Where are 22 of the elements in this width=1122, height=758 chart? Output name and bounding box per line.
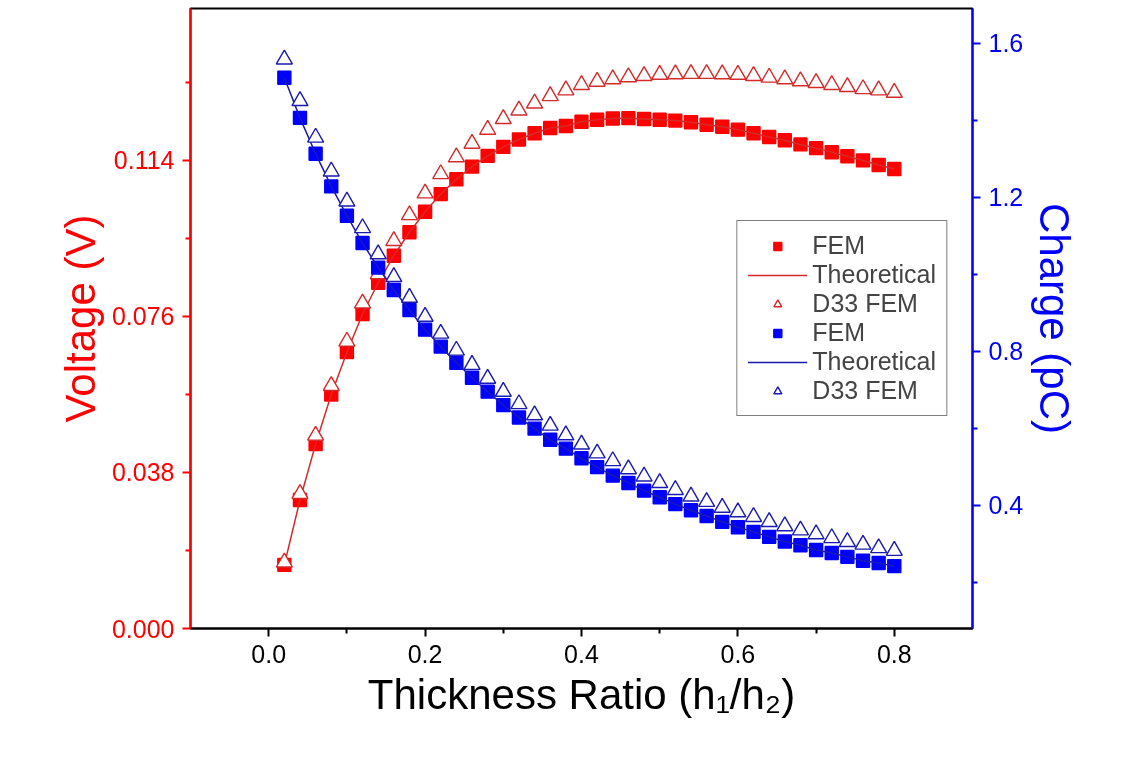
y-tick-label: 0.076 [111, 302, 175, 331]
y2-tick-label: 1.2 [988, 183, 1024, 212]
y2-axis-title: Charge (pC) [1031, 202, 1079, 435]
x-tick-label: 0.4 [564, 639, 599, 668]
legend-label: FEM [812, 318, 866, 347]
legend-label: Theoretical [812, 260, 936, 289]
y2-tick-label: 1.6 [988, 29, 1024, 58]
y2-tick-label: 0.8 [988, 337, 1024, 366]
x-tick-label: 0.2 [407, 639, 443, 668]
y2-tick-label: 0.4 [988, 491, 1024, 520]
y-tick-label: 0.038 [111, 458, 175, 487]
x-axis-title: Thickness Ratio (h₁/h₂) [367, 670, 796, 718]
legend-label: FEM [812, 231, 866, 260]
x-tick-label: 0.6 [720, 639, 756, 668]
legend-label: Theoretical [812, 347, 936, 376]
y-tick-label: 0.114 [113, 146, 175, 175]
x-tick-label: 0.8 [876, 639, 912, 668]
legend-label: D33 FEM [812, 289, 918, 318]
y-tick-label: 0.000 [111, 614, 175, 643]
legend-label: D33 FEM [812, 376, 918, 405]
x-tick-label: 0.0 [251, 639, 287, 668]
y-axis-title: Voltage (V) [56, 214, 104, 423]
